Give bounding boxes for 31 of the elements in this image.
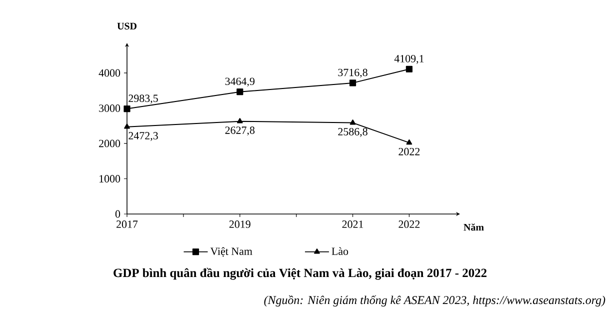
x-tick-label: 2021 (342, 220, 364, 228)
data-label: 2983,5 (128, 94, 158, 104)
point (236, 118, 243, 124)
point (406, 139, 412, 145)
data-label: 3716,8 (338, 68, 368, 78)
y-tick-label: 4000 (98, 69, 120, 77)
data-label: 4109,1 (394, 54, 424, 64)
y-tick-label: 3000 (99, 104, 120, 112)
data-label: 3464,9 (225, 78, 254, 87)
x-axis-title: Năm (464, 224, 484, 231)
point (124, 124, 130, 129)
legend-label: Lào (332, 247, 348, 255)
data-label: 2022 (398, 148, 420, 156)
x-tick-label: 2019 (229, 220, 250, 228)
text: GDP bình quân đầu người của Việt Nam và Lào, giai đoạn 2017 - 2022 (114, 268, 486, 280)
data-label: 2586,8 (338, 128, 368, 137)
point (124, 106, 130, 112)
y-tick-label: 2000 (99, 140, 120, 148)
x-tick-label: 2022 (398, 220, 420, 228)
point (236, 88, 244, 96)
y-axis-title: USD (117, 22, 136, 30)
x-tick-label: 2017 (116, 220, 138, 228)
legend-label: Việt Nam (210, 247, 252, 257)
point (406, 66, 412, 72)
data-label: 2472,3 (128, 132, 158, 141)
point (350, 119, 356, 125)
data-label: 2627,8 (225, 126, 255, 136)
y-tick-label: 1000 (100, 175, 120, 182)
point (349, 80, 356, 86)
y-tick-label: 0 (115, 210, 120, 218)
text: (Nguồn: Niên giám thống kê ASEAN 2023, https://www.aseanstats.org) (264, 295, 606, 307)
